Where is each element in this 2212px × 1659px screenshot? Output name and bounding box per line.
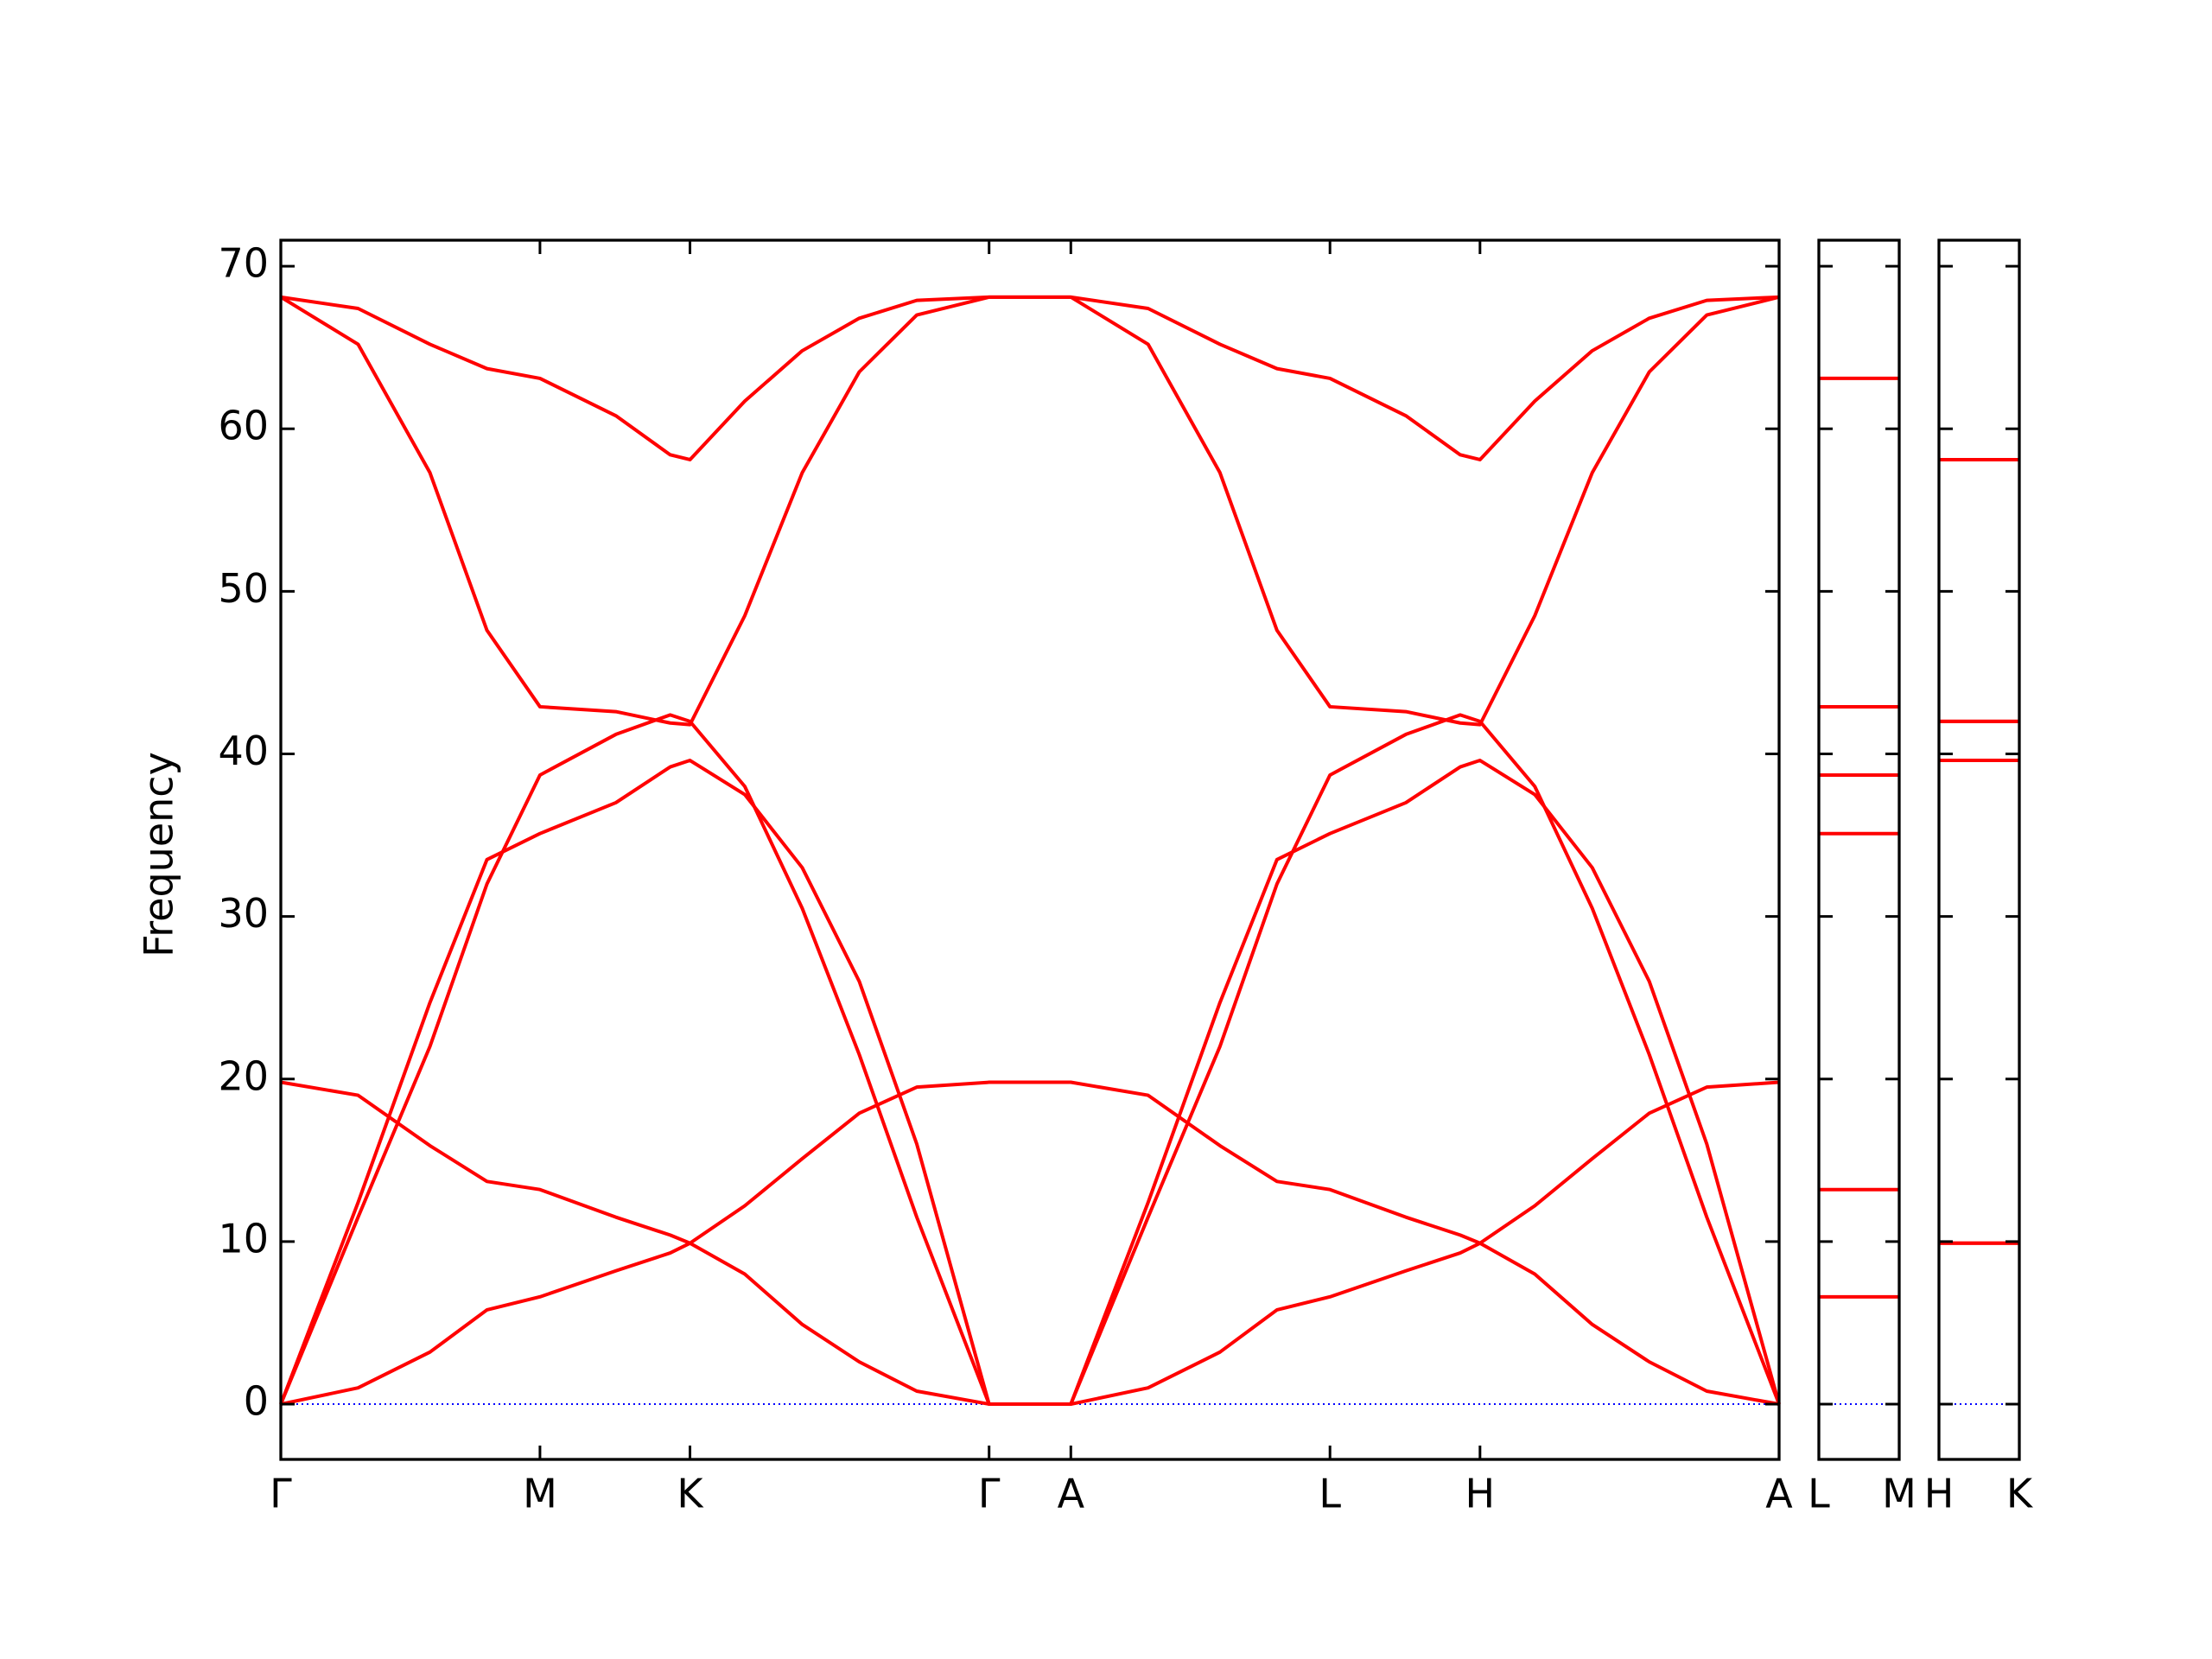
band-line <box>280 1080 1780 1406</box>
band-line <box>280 1080 1780 1407</box>
x-tick-label: L <box>1319 1471 1341 1517</box>
panel-frame <box>1817 238 1901 1461</box>
x-tick-label: Γ <box>270 1471 292 1517</box>
x-tick-label: H <box>1465 1471 1496 1517</box>
y-tick-label: 70 <box>218 240 269 287</box>
panel-frame <box>1937 238 2021 1461</box>
x-tick-label: M <box>523 1471 557 1517</box>
band-line <box>279 295 1780 727</box>
y-tick-label: 50 <box>218 565 269 612</box>
x-tick-label: K <box>677 1471 704 1517</box>
x-tick-label: L <box>1808 1471 1830 1517</box>
x-tick-label: A <box>1765 1471 1793 1517</box>
x-tick-label: A <box>1058 1471 1085 1517</box>
x-tick-label: M <box>1882 1471 1916 1517</box>
panel-frame <box>279 238 1781 1461</box>
y-tick-label: 10 <box>218 1215 269 1262</box>
band-line <box>279 713 1781 1407</box>
band-line <box>280 295 1780 461</box>
y-tick-label: 20 <box>218 1052 269 1099</box>
x-tick-label: H <box>1924 1471 1955 1517</box>
x-tick-label: K <box>2006 1471 2034 1517</box>
y-tick-label: 40 <box>218 728 269 774</box>
y-tick-label: 30 <box>218 890 269 937</box>
x-tick-label: Γ <box>978 1471 1001 1517</box>
y-tick-label: 0 <box>244 1378 269 1425</box>
y-tick-label: 60 <box>218 403 269 449</box>
y-axis-label: Frequency <box>136 752 182 957</box>
